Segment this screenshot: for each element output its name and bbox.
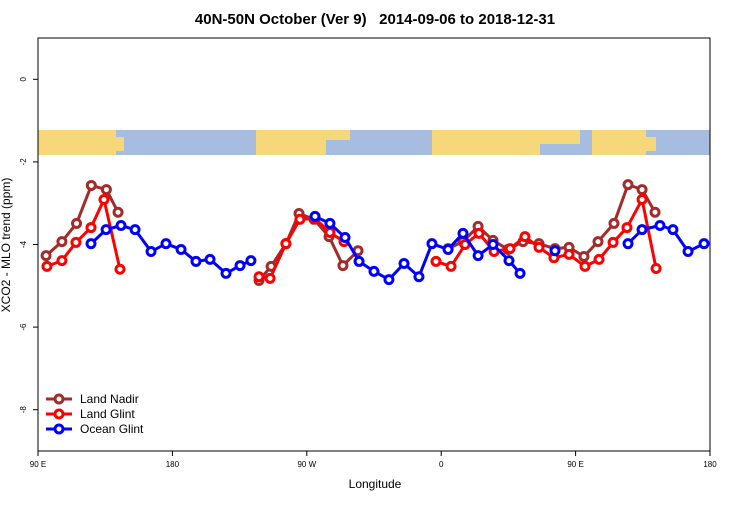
point (368, 265, 380, 277)
point (56, 255, 68, 267)
point (654, 220, 666, 232)
y-tick-label: -4 (19, 240, 28, 248)
point (578, 250, 590, 262)
point (487, 239, 499, 250)
point (56, 236, 68, 248)
point (563, 248, 575, 260)
point (129, 224, 141, 236)
point (473, 227, 485, 239)
y-tick-label: -8 (19, 406, 28, 414)
point (592, 236, 604, 248)
point (504, 243, 516, 255)
point (160, 238, 172, 250)
y-tick-label: -6 (19, 323, 28, 331)
x-tick-label: 90 E (30, 460, 46, 469)
point (264, 272, 276, 284)
point (593, 253, 605, 265)
point (40, 250, 52, 262)
point (503, 255, 515, 267)
point (698, 238, 710, 250)
y-tick-label: -2 (19, 158, 28, 166)
point (41, 260, 53, 272)
point (519, 231, 531, 243)
map-strip (38, 130, 710, 155)
chart-title: 40N-50N October (Ver 9) 2014-09-06 to 20… (195, 11, 555, 28)
point (245, 255, 257, 267)
point (220, 267, 232, 279)
point (457, 227, 469, 239)
point (621, 222, 633, 234)
legend-marker (53, 423, 65, 435)
point (383, 274, 395, 286)
point (71, 217, 83, 229)
series (85, 210, 710, 286)
series (41, 193, 662, 284)
point (324, 227, 336, 239)
point (608, 217, 620, 229)
x-tick-label: 90 E (567, 460, 583, 469)
point (667, 224, 679, 236)
point (636, 184, 648, 196)
point (280, 238, 292, 250)
point (649, 206, 661, 218)
point (324, 217, 336, 229)
point (98, 193, 110, 205)
point (442, 243, 454, 255)
y-axis-label: XCO2 - MLO trend (ppm) (0, 178, 13, 313)
x-tick-label: 0 (439, 460, 444, 469)
point (533, 241, 545, 253)
point (70, 236, 82, 248)
point (682, 246, 694, 258)
point (100, 184, 112, 196)
legend-label: Ocean Glint (80, 422, 144, 436)
point (472, 250, 484, 262)
legend-marker (53, 393, 65, 405)
point (175, 243, 187, 255)
point (204, 253, 216, 265)
point (112, 206, 124, 218)
x-tick-label: 180 (703, 460, 717, 469)
point (190, 255, 202, 267)
point (607, 236, 619, 248)
point (339, 231, 351, 243)
point (445, 260, 457, 272)
point (579, 260, 591, 272)
x-tick-label: 180 (166, 460, 180, 469)
point (430, 255, 442, 267)
point (514, 267, 526, 279)
point (622, 238, 634, 250)
point (549, 245, 561, 257)
point (100, 224, 112, 236)
point (85, 222, 97, 234)
legend-label: Land Nadir (80, 392, 139, 406)
legend-marker (53, 408, 65, 420)
series-line (46, 197, 658, 280)
point (253, 271, 265, 283)
point (413, 271, 425, 283)
point (622, 179, 634, 191)
point (114, 263, 126, 275)
point (115, 220, 127, 232)
legend-label: Land Glint (80, 407, 135, 421)
x-axis-label: Longitude (349, 477, 402, 491)
point (353, 255, 365, 267)
point (309, 210, 321, 222)
point (650, 262, 662, 274)
point (85, 238, 97, 250)
point (294, 213, 306, 225)
point (85, 179, 97, 191)
x-tick-label: 90 W (297, 460, 316, 469)
point (337, 260, 349, 272)
point (636, 193, 648, 205)
point (234, 260, 246, 272)
point (145, 246, 157, 258)
point (398, 257, 410, 269)
y-tick-label: 0 (19, 77, 28, 82)
point (426, 238, 438, 250)
point (636, 224, 648, 236)
